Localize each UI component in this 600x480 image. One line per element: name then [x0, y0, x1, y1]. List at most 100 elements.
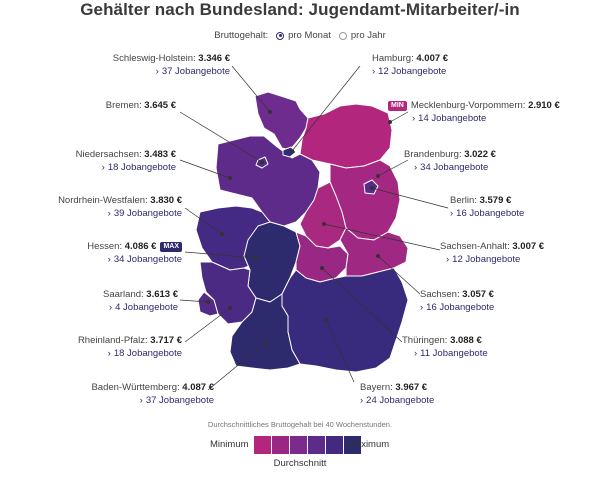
state-label-brandenburg: Brandenburg: 3.022 € › 34 Jobangebote — [404, 149, 496, 173]
job-offers-link[interactable]: 24 Jobangebote — [366, 395, 435, 406]
state-name: Hessen — [87, 241, 120, 252]
leader-line — [371, 187, 449, 209]
leader-line — [207, 341, 267, 391]
state-label-berlin: Berlin: 3.579 € › 16 Jobangebote — [450, 195, 525, 219]
radio-label: pro Jahr — [350, 30, 386, 41]
state-salary: 3.967 € — [395, 382, 428, 393]
leader-dot — [376, 254, 380, 258]
state-label-bayern: Bayern: 3.967 € › 24 Jobangebote — [360, 382, 435, 406]
state-region-thueringen[interactable] — [295, 231, 349, 283]
job-offers-link[interactable]: 34 Jobangebote — [420, 162, 489, 173]
job-offers-link[interactable]: 16 Jobangebote — [456, 208, 525, 219]
chevron-right-icon: › — [412, 113, 416, 124]
state-region-bayern[interactable] — [281, 267, 409, 373]
state-region-mecklenburg-vorpommern[interactable] — [299, 103, 393, 169]
state-region-schleswig-holstein[interactable] — [254, 91, 309, 151]
chevron-right-icon: › — [414, 348, 418, 359]
state-label-schleswig-holstein: Schleswig-Holstein: 3.346 € › 37 Jobangeb… — [112, 53, 230, 77]
state-label-sachsen: Sachsen: 3.057 € › 16 Jobangebote — [420, 289, 495, 313]
job-offers-link[interactable]: 16 Jobangebote — [426, 302, 495, 313]
min-badge: MIN — [388, 101, 407, 111]
page-title: Gehälter nach Bundesland: Jugendamt-Mita… — [80, 0, 520, 19]
leader-line — [377, 255, 421, 295]
state-label-hessen: Hessen: 4.086 € MAX › 34 Jobangebote — [87, 241, 182, 265]
radio-unselected-icon — [338, 31, 347, 40]
leader-line — [377, 159, 409, 177]
state-name: Rheinland-Pfalz — [77, 335, 146, 346]
job-offers-link[interactable]: 37 Jobangebote — [145, 395, 214, 406]
leader-line — [184, 251, 257, 259]
legend-average-label: Durchschnitt — [273, 458, 327, 469]
legend-swatch — [308, 436, 326, 454]
state-label-rheinland-pfalz: Rheinland-Pfalz: 3.717 € › 18 Jobangebote — [77, 335, 182, 359]
job-offers-link[interactable]: 4 Jobangebote — [115, 302, 178, 313]
radio-pro-monat[interactable]: pro Monat — [276, 30, 331, 41]
chevron-right-icon: › — [420, 302, 424, 313]
state-name: Sachsen — [420, 289, 457, 300]
legend-swatch — [272, 436, 290, 454]
leader-dot — [322, 222, 326, 226]
leader-line — [179, 299, 209, 303]
state-salary: 3.346 € — [198, 53, 230, 64]
leader-dot — [254, 256, 258, 260]
legend-swatch — [326, 436, 344, 454]
chevron-right-icon: › — [108, 302, 113, 313]
chevron-right-icon: › — [450, 208, 454, 219]
job-offers-link[interactable]: 12 Jobangebote — [452, 254, 521, 265]
job-offers-link[interactable]: 11 Jobangebote — [420, 348, 488, 359]
radio-label: pro Monat — [288, 30, 331, 41]
job-offers-link[interactable]: 37 Jobangebote — [161, 66, 230, 77]
state-name: Baden-Württemberg — [91, 382, 178, 393]
state-salary: 3.579 € — [479, 195, 512, 206]
leader-dot — [264, 340, 268, 344]
salary-period-toggle: Bruttogehalt: pro Monat pro Jahr — [0, 30, 600, 41]
state-region-baden-wuerttemberg[interactable] — [229, 293, 301, 371]
leader-dot — [268, 110, 272, 114]
job-offers-link[interactable]: 18 Jobangebote — [113, 348, 182, 359]
state-salary: 3.022 € — [464, 149, 496, 160]
state-label-thueringen: Thüringen: 3.088 € › 11 Jobangebote — [402, 335, 488, 359]
state-label-bremen: Bremen: 3.645 € — [105, 100, 176, 111]
job-offers-link[interactable]: 34 Jobangebote — [113, 254, 182, 265]
radio-pro-jahr[interactable]: pro Jahr — [338, 30, 386, 41]
chevron-right-icon: › — [101, 162, 105, 173]
leader-line — [325, 319, 355, 383]
state-name: Bremen — [105, 100, 140, 111]
job-offers-link[interactable]: 39 Jobangebote — [113, 208, 182, 219]
state-name: Schleswig-Holstein — [112, 53, 194, 64]
job-offers-link[interactable]: 14 Jobangebote — [418, 113, 487, 124]
state-name: Hamburg — [372, 53, 412, 64]
state-salary: 4.087 € — [182, 382, 214, 393]
job-offers-link[interactable]: 12 Jobangebote — [378, 66, 447, 77]
chevron-right-icon: › — [107, 348, 111, 359]
state-label-sachsen-anhalt: Sachsen-Anhalt: 3.007 € › 12 Jobangebote — [440, 241, 545, 265]
state-salary: 3.717 € — [150, 335, 182, 346]
leader-dot — [370, 186, 374, 190]
max-badge: MAX — [160, 242, 182, 252]
footnote: Durchschnittliches Bruttogehalt bei 40 W… — [207, 420, 393, 429]
leader-line — [291, 65, 361, 152]
state-salary: 3.007 € — [512, 241, 545, 252]
state-label-hamburg: Hamburg: 4.007 € › 12 Jobangebote — [372, 53, 449, 77]
job-offers-link[interactable]: 18 Jobangebote — [107, 162, 176, 173]
leader-dot — [228, 176, 232, 180]
chevron-right-icon: › — [107, 254, 111, 265]
state-salary: 3.613 € — [146, 289, 178, 300]
toggle-label: Bruttogehalt: — [214, 30, 269, 41]
state-label-niedersachsen: Niedersachsen: 3.483 € › 18 Jobangebote — [75, 149, 176, 173]
leader-line — [389, 111, 409, 123]
chevron-right-icon: › — [372, 66, 376, 77]
state-salary: 2.910 € — [528, 100, 560, 111]
leader-line — [323, 223, 441, 251]
state-salary: 4.007 € — [416, 53, 449, 64]
legend-min-label: Minimum — [210, 439, 249, 450]
state-label-mecklenburg-vorpommern: MIN Mecklenburg-Vorpommern: 2.910 € › 14 J… — [388, 99, 560, 125]
state-name: Brandenburg — [404, 149, 459, 160]
state-region-sachsen[interactable] — [339, 227, 409, 277]
leader-line — [179, 159, 231, 179]
leader-dot — [220, 232, 224, 236]
state-name: Niedersachsen — [75, 149, 140, 160]
leader-dot — [206, 300, 210, 304]
legend-swatch — [290, 436, 308, 454]
